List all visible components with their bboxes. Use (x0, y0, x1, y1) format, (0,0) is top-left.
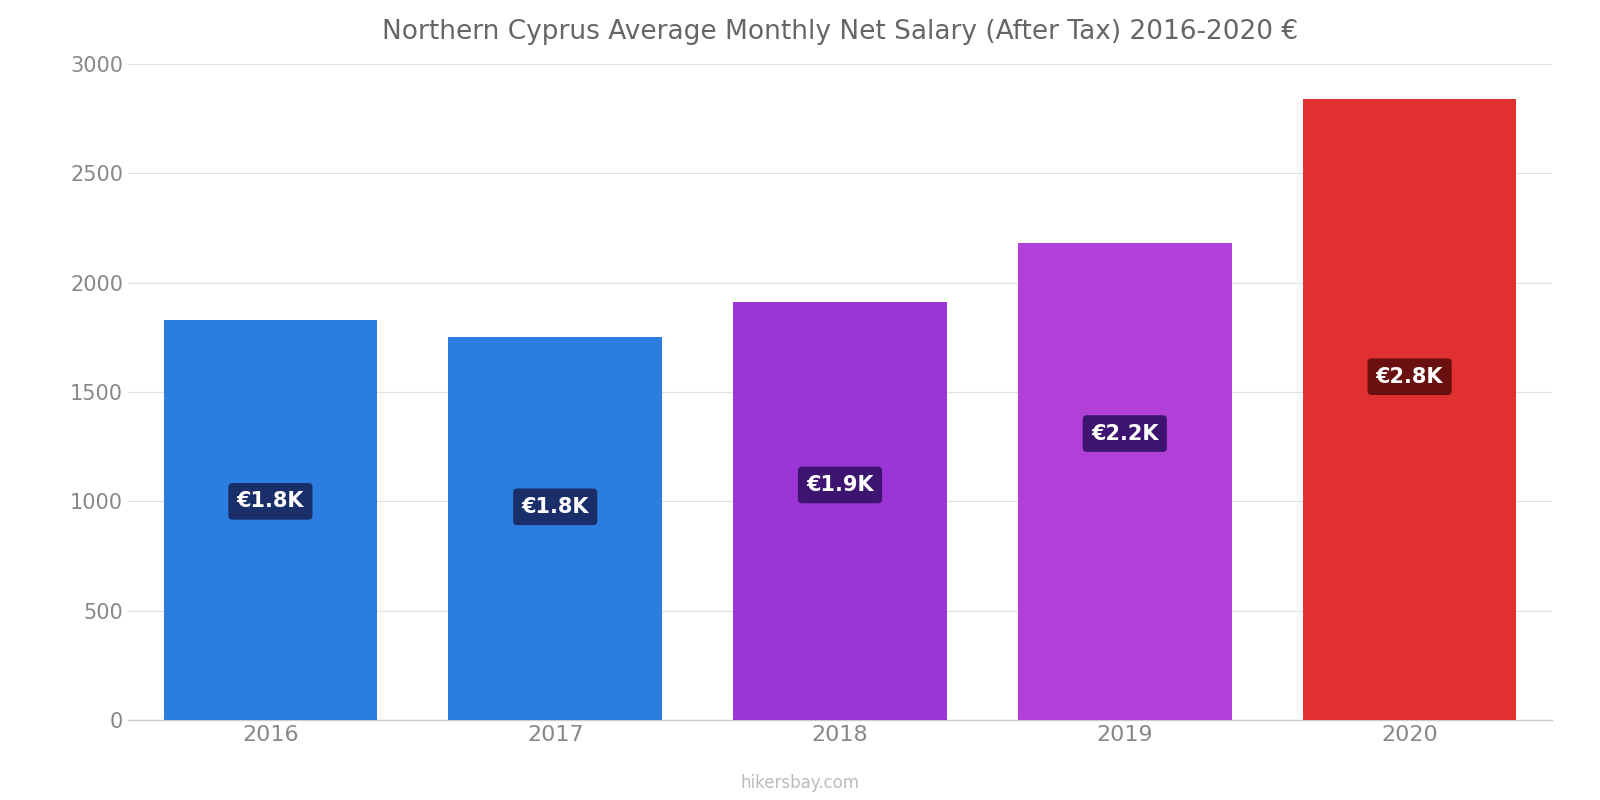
Bar (733, 302, 947, 720)
Bar (448, 338, 662, 720)
Bar (163, 320, 378, 720)
Text: €1.8K: €1.8K (237, 491, 304, 511)
Bar (1302, 99, 1517, 720)
Text: €1.9K: €1.9K (806, 475, 874, 495)
Text: €1.8K: €1.8K (522, 497, 589, 517)
Text: €2.2K: €2.2K (1091, 423, 1158, 443)
Text: €2.8K: €2.8K (1376, 366, 1443, 386)
Bar (1018, 243, 1232, 720)
Title: Northern Cyprus Average Monthly Net Salary (After Tax) 2016-2020 €: Northern Cyprus Average Monthly Net Sala… (382, 19, 1298, 45)
Text: hikersbay.com: hikersbay.com (741, 774, 859, 792)
